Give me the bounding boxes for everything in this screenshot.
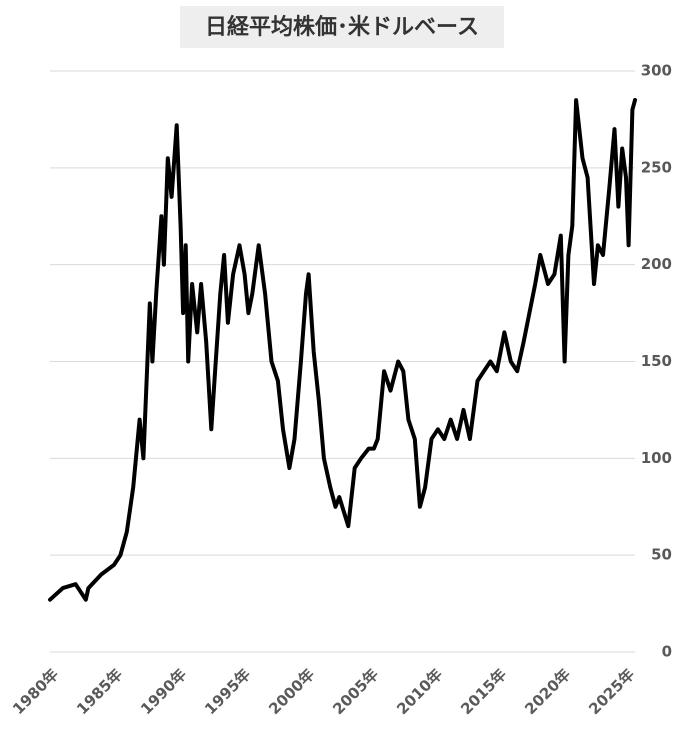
x-tick-label: 1985年 (73, 665, 126, 718)
y-tick-label: 200 (641, 255, 672, 273)
y-tick-label: 150 (641, 352, 672, 370)
x-tick-label: 2020年 (521, 665, 574, 718)
x-tick-label: 1995年 (201, 665, 254, 718)
x-tick-label: 2005年 (329, 665, 382, 718)
chart-title: 日経平均株価･米ドルベース (205, 14, 479, 40)
x-tick-label: 2000年 (265, 665, 318, 718)
y-tick-label: 0 (662, 643, 672, 661)
x-tick-label: 1980年 (9, 665, 62, 718)
data-line (48, 98, 637, 602)
y-tick-label: 50 (651, 546, 672, 564)
x-tick-label: 2025年 (585, 665, 638, 718)
x-tick-label: 2015年 (457, 665, 510, 718)
y-tick-label: 300 (641, 62, 672, 80)
y-tick-label: 250 (641, 158, 672, 176)
title-background (180, 6, 504, 48)
y-tick-label: 100 (641, 449, 672, 467)
x-tick-label: 1990年 (137, 665, 190, 718)
x-tick-label: 2010年 (393, 665, 446, 718)
